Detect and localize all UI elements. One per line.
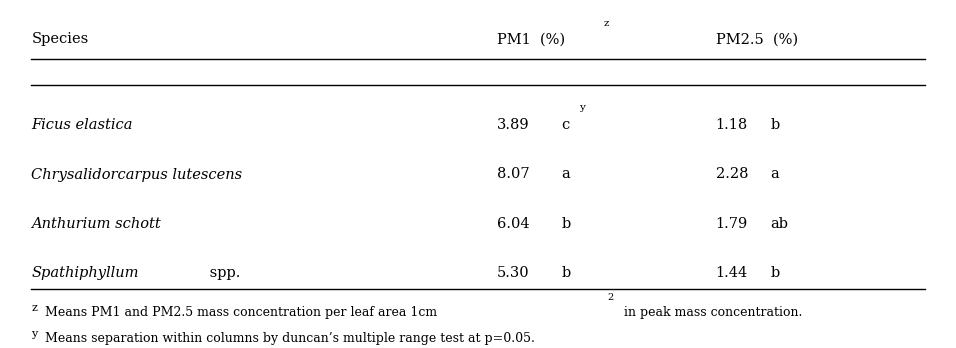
Text: Means PM1 and PM2.5 mass concentration per leaf area 1cm: Means PM1 and PM2.5 mass concentration p… [45, 306, 437, 319]
Text: b: b [561, 217, 571, 231]
Text: 5.30: 5.30 [497, 266, 530, 280]
Text: in peak mass concentration.: in peak mass concentration. [619, 306, 802, 319]
Text: Spathiphyllum: Spathiphyllum [32, 266, 139, 280]
Text: Chrysalidorcarpus lutescens: Chrysalidorcarpus lutescens [32, 167, 243, 182]
Text: 6.04: 6.04 [497, 217, 530, 231]
Text: 8.07: 8.07 [497, 167, 530, 182]
Text: z: z [603, 19, 609, 28]
Text: spp.: spp. [206, 266, 241, 280]
Text: c: c [561, 118, 570, 132]
Text: Ficus elastica: Ficus elastica [32, 118, 133, 132]
Text: Species: Species [32, 32, 89, 46]
Text: z: z [32, 302, 37, 313]
Text: 1.44: 1.44 [716, 266, 748, 280]
Text: Anthurium schott: Anthurium schott [32, 217, 161, 231]
Text: 2: 2 [607, 293, 614, 302]
Text: a: a [561, 167, 571, 182]
Text: b: b [561, 266, 571, 280]
Text: 3.89: 3.89 [497, 118, 530, 132]
Text: Means separation within columns by duncan’s multiple range test at p=0.05.: Means separation within columns by dunca… [45, 332, 534, 345]
Text: 2.28: 2.28 [716, 167, 749, 182]
Text: b: b [771, 118, 780, 132]
Text: y: y [32, 329, 37, 339]
Text: 1.79: 1.79 [716, 217, 748, 231]
Text: 1.18: 1.18 [716, 118, 748, 132]
Text: a: a [771, 167, 779, 182]
Text: PM2.5  (%): PM2.5 (%) [716, 32, 797, 46]
Text: y: y [578, 103, 585, 112]
Text: PM1  (%): PM1 (%) [497, 32, 565, 46]
Text: ab: ab [771, 217, 789, 231]
Text: b: b [771, 266, 780, 280]
